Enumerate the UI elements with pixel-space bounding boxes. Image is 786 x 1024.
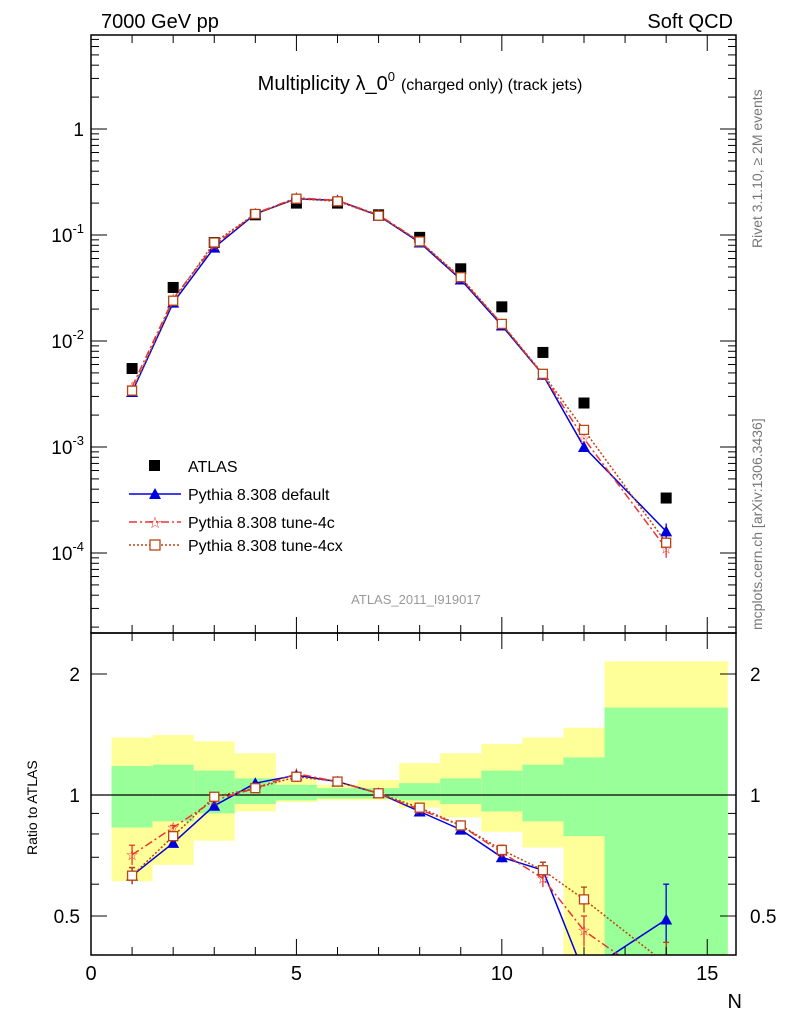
ratio-point-tune4cx: [126, 870, 138, 881]
ratio-point-tune4cx: [291, 771, 302, 782]
ratio-y-tick-label-right: 1: [750, 786, 761, 807]
rivet-label: Rivet 3.1.10, ≥ 2M events: [749, 89, 765, 248]
x-tick-label: 15: [696, 963, 718, 985]
ratio-y-tick-label: 2: [69, 665, 80, 686]
ratio-y-tick-label-right: 2: [750, 665, 761, 686]
ratio-band-inner: [111, 766, 153, 828]
atlas-point: [660, 492, 672, 504]
point-tune4cx: [496, 318, 507, 330]
ratio-point-tune4cx: [455, 820, 466, 831]
ratio-frame: [90, 632, 737, 956]
ratio-band-inner: [563, 757, 605, 837]
x-tick-label: 0: [85, 963, 96, 985]
legend-marker-tune4cx: [149, 539, 161, 551]
point-tune4cx: [126, 385, 138, 396]
point-tune4cx: [455, 272, 466, 283]
ratio-point-default: [167, 836, 180, 848]
ratio-point-tune4cx: [168, 831, 179, 842]
legend-label-tune4cx: Pythia 8.308 tune-4cx: [188, 538, 343, 555]
y-tick-label: 10-1: [51, 221, 84, 247]
ratio-point-tune4cx: [537, 865, 549, 876]
y-tick-label: 10-2: [51, 327, 84, 353]
point-tune4cx: [250, 208, 261, 220]
ratio-band-inner: [316, 788, 359, 799]
ratio-point-tune4cx: [373, 788, 384, 799]
ratio-point-tune4cx: [209, 791, 220, 802]
point-tune4cx: [661, 537, 672, 548]
ratio-point-tune4c: ☆: [577, 923, 590, 940]
atlas-point: [126, 363, 138, 375]
header-right: Soft QCD: [647, 11, 733, 33]
y-tick-label: 10-4: [51, 539, 84, 565]
ratio-y-tick-label: 1: [69, 786, 80, 807]
ratio-band-inner: [481, 770, 523, 812]
point-default: [577, 441, 590, 452]
ratio-point-tune4cx: [414, 802, 425, 813]
legend-label-default: Pythia 8.308 default: [188, 487, 330, 504]
ratio-point-default: [208, 799, 221, 811]
atlas-point: [455, 263, 467, 275]
y-tick-label: 10-3: [51, 433, 84, 459]
analysis-tag: ATLAS_2011_I919017: [351, 592, 481, 607]
ratio-point-tune4cx: [250, 783, 261, 794]
title-superscript: 0: [388, 69, 395, 84]
ratio-series-layer: ☆☆☆☆☆☆☆☆☆☆☆☆☆: [125, 766, 673, 998]
point-default: [660, 525, 673, 537]
ratio-band-inner: [604, 707, 728, 955]
main-axes-layer: 10-4 10-3 10-2 10-1 1: [51, 35, 736, 633]
point-tune4cx: [209, 237, 220, 248]
title-suffix: (charged only) (track jets): [401, 77, 582, 94]
legend-label-atlas: ATLAS: [188, 459, 238, 476]
ratio-point-default: [578, 967, 590, 978]
ratio-band-inner: [522, 764, 564, 822]
atlas-point: [496, 301, 508, 313]
x-axis-label: N: [728, 991, 742, 1013]
point-tune4cx: [537, 368, 549, 379]
ratio-y-tick-label: 0.5: [54, 907, 80, 928]
point-tune4cx: [168, 295, 179, 306]
point-tune4cx: [291, 193, 302, 204]
ratio-band-inner: [440, 778, 482, 804]
ratio-point-tune4cx: [332, 776, 343, 787]
x-tick-label: 10: [491, 963, 513, 985]
atlas-point: [578, 397, 590, 409]
x-tick-label: 5: [291, 963, 302, 985]
title-main: Multiplicity λ_0: [258, 73, 388, 95]
point-tune4cx: [373, 210, 384, 221]
legend-label-tune4c: Pythia 8.308 tune-4c: [188, 515, 335, 532]
ratio-point-tune4cx: [496, 844, 507, 856]
ratio-point-default: [660, 913, 673, 925]
ratio-ylabel: Ratio to ATLAS: [24, 760, 40, 855]
ratio-point-tune4c: ☆: [659, 981, 672, 998]
main-panel: ☆☆☆☆☆☆☆☆☆☆☆☆☆ 10-4 10-3 10-2 10-1 1 ATLAS_20…: [51, 34, 737, 634]
ratio-y-tick-label-right: 0.5: [750, 907, 776, 928]
ratio-band-inner: [275, 784, 317, 801]
point-tune4cx: [578, 424, 590, 436]
legend-marker-atlas: [149, 460, 160, 471]
mcplots-label: mcplots.cern.ch [arXiv:1306.3436]: [749, 418, 765, 630]
ratio-band-inner: [399, 783, 441, 801]
atlas-point: [537, 346, 549, 358]
legend: ATLAS Pythia 8.308 default ☆ Pythia 8.30…: [129, 459, 343, 555]
ratio-axes-layer: 0.5 0.5 1 1 2 2 0 5 10 15: [54, 633, 776, 985]
legend-marker-tune4c: ☆: [148, 515, 162, 532]
ratio-band-inner: [152, 764, 194, 822]
ratio-point-tune4cx: [578, 894, 590, 905]
point-tune4cx: [332, 196, 343, 207]
ratio-point-tune4c: ☆: [125, 847, 138, 864]
atlas-point: [167, 281, 179, 293]
plot-title: Multiplicity λ_00 (charged only) (track j…: [258, 69, 583, 95]
ratio-point-tune4cx: [662, 959, 671, 968]
main-series-layer: ☆☆☆☆☆☆☆☆☆☆☆☆☆: [125, 190, 673, 558]
legend-marker-default: [149, 488, 161, 499]
header-left: 7000 GeV pp: [101, 11, 219, 33]
y-tick-label: 1: [73, 120, 84, 141]
point-tune4cx: [414, 236, 425, 247]
